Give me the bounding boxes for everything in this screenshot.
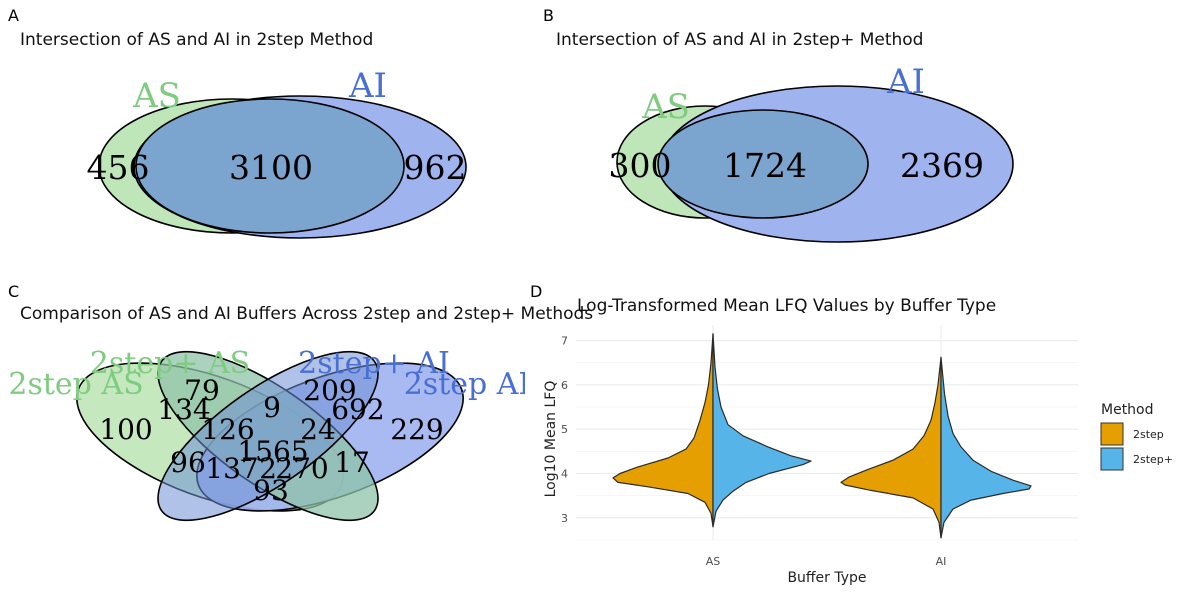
legend-label-2step-plus: 2step+ <box>1133 453 1173 466</box>
panel-c: C Comparison of AS and AI Buffers Across… <box>8 282 593 522</box>
panel-b-letter: B <box>543 6 554 25</box>
legend-label-2step: 2step <box>1133 428 1164 441</box>
venn-c-count-2: 2 <box>259 452 277 485</box>
venn-c-2step-plus-ai-ellipse <box>157 350 379 522</box>
legend: Method 2step 2step+ <box>1100 402 1173 471</box>
y-axis-ticks: 3 4 5 6 7 <box>561 335 568 525</box>
panel-d-title: Log-Transformed Mean LFQ Values by Buffe… <box>577 296 996 316</box>
panel-b: B Intersection of AS and AI in 2step+ Me… <box>543 6 1014 243</box>
venn-c-label-2step-plus-ai: 2step+ AI <box>298 346 450 381</box>
venn-c-label-2step-plus-as: 2step+ AS <box>90 346 250 381</box>
venn-a-label-as: AS <box>132 76 181 116</box>
venn-c-count-209: 209 <box>303 374 356 407</box>
venn-b-overlap <box>657 109 869 219</box>
venn-c-shapes: 2step AS 2step+ AS 2step+ AI 2step AI 79… <box>8 346 531 522</box>
x-tick-label: AS <box>706 555 721 568</box>
panel-d: D Log-Transformed Mean LFQ Values by Buf… <box>530 282 1173 586</box>
violin-2step-plus-as <box>712 333 812 528</box>
venn-b-label-as: AS <box>641 87 690 127</box>
venn-b-count-as-only: 300 <box>609 146 672 185</box>
violin-2step-as <box>612 333 714 528</box>
venn-c-count-134: 134 <box>157 393 210 426</box>
venn-b-count-ai-only: 2369 <box>900 146 984 185</box>
panel-c-letter: C <box>8 282 19 301</box>
venn-c-label-2step-as: 2step AS <box>8 367 143 402</box>
venn-c-count-126: 126 <box>201 413 254 446</box>
x-axis-title: Buffer Type <box>787 570 866 586</box>
panel-a: A Intersection of AS and AI in 2step Met… <box>8 6 467 239</box>
venn-a-count-ai-only: 962 <box>404 148 467 187</box>
violin-grid <box>576 325 1078 541</box>
venn-c-count-692: 692 <box>331 393 384 426</box>
venn-c-count-93: 93 <box>253 474 289 507</box>
x-tick-label: AI <box>936 555 947 568</box>
panel-b-title: Intersection of AS and AI in 2step+ Meth… <box>556 30 923 50</box>
y-axis-title: Log10 Mean LFQ <box>543 381 559 498</box>
venn-c-count-79: 79 <box>184 374 220 407</box>
panel-a-title: Intersection of AS and AI in 2step Metho… <box>20 30 373 50</box>
venn-a-count-both: 3100 <box>229 148 313 187</box>
y-tick-label: 7 <box>561 335 568 348</box>
venn-c-label-2step-ai: 2step AI <box>404 367 531 402</box>
y-tick-label: 4 <box>561 468 568 481</box>
violin-plot <box>612 333 1032 539</box>
venn-c-count-24: 24 <box>300 413 336 446</box>
violin-2step-ai <box>840 356 942 539</box>
legend-swatch-2step-plus <box>1100 447 1124 471</box>
venn-a-count-as-only: 456 <box>87 148 150 187</box>
venn-c-count-9: 9 <box>263 391 281 424</box>
y-tick-label: 6 <box>561 379 568 392</box>
y-tick-label: 3 <box>561 512 568 525</box>
venn-c-count-229: 229 <box>390 413 443 446</box>
y-tick-label: 5 <box>561 423 568 436</box>
venn-c-count-96: 96 <box>170 446 206 479</box>
panel-d-letter: D <box>530 282 542 301</box>
legend-swatch-2step <box>1100 422 1124 446</box>
venn-c-count-17: 17 <box>334 446 370 479</box>
venn-c-count-1565: 1565 <box>237 435 308 468</box>
venn-a-label-ai: AI <box>348 66 387 106</box>
venn-b-count-both: 1724 <box>723 146 807 185</box>
venn-c-count-100: 100 <box>99 413 152 446</box>
venn-b-label-ai: AI <box>886 62 925 102</box>
venn-a-overlap <box>135 98 405 234</box>
venn-c-count-137: 137 <box>205 452 258 485</box>
panel-a-letter: A <box>8 6 19 25</box>
panel-c-title: Comparison of AS and AI Buffers Across 2… <box>20 304 593 324</box>
x-axis-ticks: AS AI <box>706 555 947 568</box>
violin-2step-plus-ai <box>940 356 1032 539</box>
legend-title: Method <box>1101 402 1154 418</box>
venn-c-count-270: 270 <box>275 452 328 485</box>
